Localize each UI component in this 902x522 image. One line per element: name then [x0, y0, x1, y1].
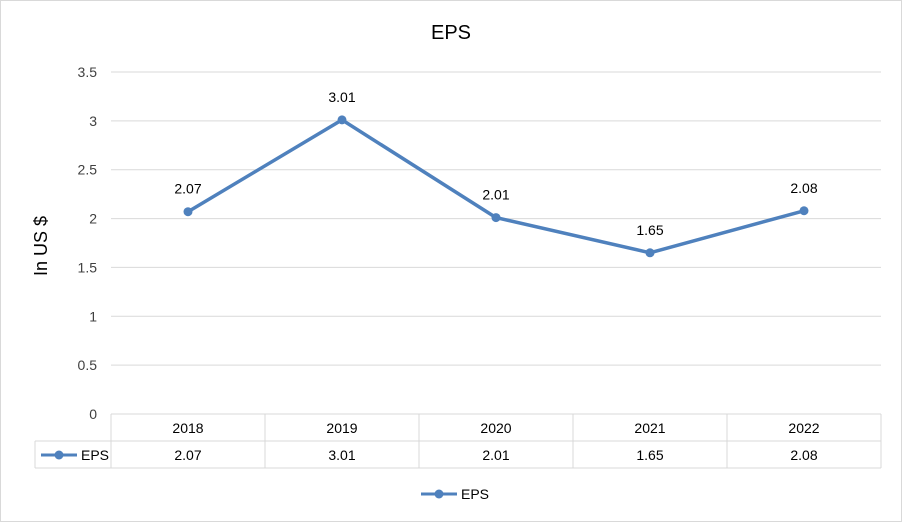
data-label: 2.08	[790, 180, 817, 196]
data-label: 1.65	[636, 222, 663, 238]
data-point	[491, 213, 501, 223]
data-point	[337, 115, 347, 125]
chart-title: EPS	[431, 22, 471, 44]
table-cell: 1.65	[636, 447, 663, 463]
table-cell: 2.01	[482, 447, 509, 463]
x-category-label: 2018	[172, 420, 203, 436]
table-cell: 2.07	[174, 447, 201, 463]
data-label: 2.01	[482, 187, 509, 203]
y-tick-label: 0.5	[78, 357, 98, 373]
data-labels: 2.07 3.01 2.01 1.65 2.08	[174, 89, 817, 238]
y-tick-label: 1	[89, 308, 97, 324]
y-tick-label: 1.5	[78, 259, 98, 275]
x-category-label: 2022	[788, 420, 819, 436]
table-legend-marker-icon	[54, 450, 64, 460]
data-label: 3.01	[328, 89, 355, 105]
series-eps	[183, 115, 809, 258]
data-label: 2.07	[174, 181, 201, 197]
data-point	[799, 206, 809, 216]
x-category-label: 2019	[326, 420, 357, 436]
x-category-label: 2021	[634, 420, 665, 436]
y-tick-label: 3.5	[78, 64, 98, 80]
data-point	[183, 207, 193, 217]
table-cell: 2.08	[790, 447, 817, 463]
table-cell: 3.01	[328, 447, 355, 463]
y-tick-label: 2.5	[78, 162, 98, 178]
table-row-label: EPS	[81, 447, 109, 463]
legend: EPS	[421, 486, 489, 502]
y-axis-label: In US $	[31, 216, 51, 276]
legend-label: EPS	[461, 486, 489, 502]
legend-marker-icon	[434, 489, 444, 499]
y-tick-label: 2	[89, 211, 97, 227]
y-tick-label: 0	[89, 406, 97, 422]
y-tick-labels: 0 0.5 1 1.5 2 2.5 3 3.5	[78, 64, 98, 422]
data-point	[645, 248, 655, 258]
gridlines	[111, 71, 881, 415]
y-tick-label: 3	[89, 113, 97, 129]
x-category-label: 2020	[480, 420, 511, 436]
data-table: 2018 2.07 2019 3.01 2020 2.01 2021 1.65 2022 2.08…	[34, 414, 882, 469]
